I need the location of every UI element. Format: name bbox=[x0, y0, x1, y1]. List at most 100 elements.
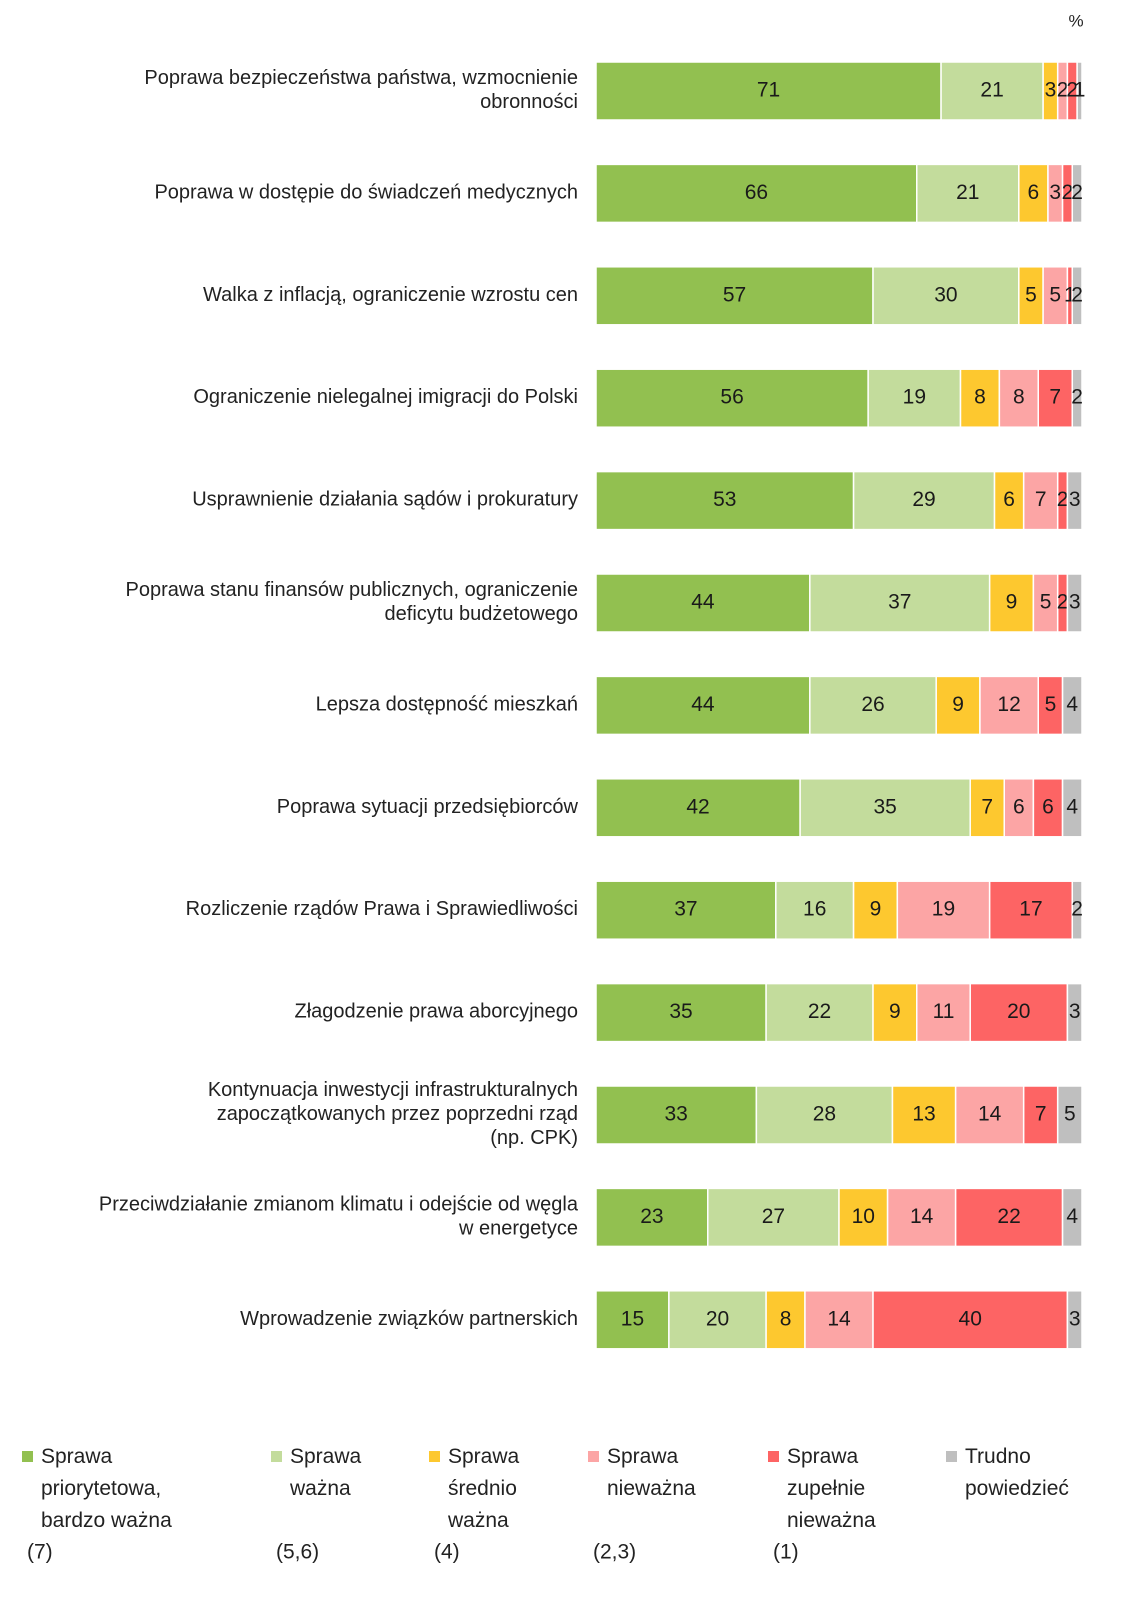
bar-segment bbox=[872, 982, 918, 1043]
value-label: 2 bbox=[1057, 591, 1069, 614]
value-label: 5 bbox=[1045, 693, 1057, 716]
legend-label: Trudno powiedzieć bbox=[965, 1445, 1069, 1500]
bar-segment bbox=[852, 470, 996, 531]
value-label: 71 bbox=[757, 79, 780, 102]
bar-segment bbox=[1018, 266, 1044, 326]
legend-label: Sprawa nieważna bbox=[607, 1445, 696, 1500]
bar-segment bbox=[872, 1290, 1069, 1350]
value-label: 9 bbox=[870, 898, 882, 921]
category-label: Poprawa bezpieczeństwa państwa, wzmocnie… bbox=[144, 67, 578, 113]
value-label: 1 bbox=[1064, 283, 1076, 306]
bar-segment bbox=[595, 1187, 709, 1248]
bar-segment bbox=[1066, 1290, 1083, 1350]
legend-label: Sprawa priorytetowa, bardzo ważna bbox=[41, 1445, 172, 1532]
bar-segment bbox=[595, 675, 811, 736]
bar-segment bbox=[809, 675, 937, 736]
value-label: 21 bbox=[980, 79, 1003, 102]
legend-code: (7) bbox=[27, 1541, 53, 1564]
legend-code: (5,6) bbox=[276, 1541, 319, 1564]
value-label: 3 bbox=[1069, 591, 1081, 614]
value-label: 35 bbox=[669, 1000, 692, 1023]
value-label: 12 bbox=[997, 693, 1020, 716]
bar-segment bbox=[1071, 266, 1083, 326]
value-label: 37 bbox=[674, 898, 697, 921]
value-label: 2 bbox=[1071, 898, 1083, 921]
value-label: 29 bbox=[912, 488, 935, 511]
bar-segment bbox=[867, 368, 962, 428]
value-label: 22 bbox=[997, 1205, 1020, 1228]
bar-segment bbox=[775, 880, 855, 940]
bar-segment bbox=[595, 61, 942, 121]
unit-label: % bbox=[1068, 11, 1083, 30]
value-label: 16 bbox=[803, 898, 826, 921]
bar-segment bbox=[1061, 675, 1083, 736]
bar-segment bbox=[896, 880, 991, 940]
bar-segment bbox=[595, 880, 777, 940]
value-label: 26 bbox=[861, 693, 884, 716]
bar-segment bbox=[595, 1085, 758, 1145]
value-label: 57 bbox=[723, 283, 746, 306]
bar-segment bbox=[1032, 573, 1059, 633]
bar-segment bbox=[595, 163, 918, 224]
bar-segment bbox=[1022, 470, 1059, 531]
value-label: 30 bbox=[934, 283, 957, 306]
value-label: 19 bbox=[903, 386, 926, 409]
value-label: 6 bbox=[1013, 795, 1025, 818]
value-label: 44 bbox=[691, 591, 715, 614]
value-label: 20 bbox=[1007, 1000, 1030, 1023]
category-label: Rozliczenie rządów Prawa i Sprawiedliwoś… bbox=[186, 898, 578, 920]
value-label: 2 bbox=[1071, 181, 1083, 204]
category-label: Poprawa stanu finansów publicznych, ogra… bbox=[126, 579, 579, 625]
bar-segment bbox=[988, 573, 1035, 633]
value-label: 9 bbox=[952, 693, 964, 716]
category-label: Usprawnienie działania sądów i prokuratu… bbox=[192, 489, 578, 511]
value-label: 22 bbox=[808, 1000, 831, 1023]
bar-segment bbox=[940, 61, 1044, 121]
bar-segment bbox=[916, 163, 1020, 224]
bar-segment bbox=[891, 1085, 957, 1145]
value-label: 44 bbox=[691, 693, 715, 716]
bar-segment bbox=[1066, 470, 1083, 531]
value-label: 53 bbox=[713, 488, 736, 511]
legend-label: Sprawa średnio ważna bbox=[447, 1445, 520, 1532]
bar-segment bbox=[1071, 880, 1083, 940]
value-label: 5 bbox=[1040, 591, 1052, 614]
value-label: 7 bbox=[1035, 488, 1047, 511]
bar-segment bbox=[1066, 982, 1083, 1043]
value-label: 9 bbox=[1006, 591, 1018, 614]
value-label: 56 bbox=[720, 386, 743, 409]
legend-swatch bbox=[429, 1451, 440, 1462]
category-label: Poprawa sytuacji przedsiębiorców bbox=[277, 796, 579, 818]
value-label: 40 bbox=[959, 1307, 982, 1330]
bar-segment bbox=[595, 982, 767, 1043]
bar-segment bbox=[809, 573, 991, 633]
value-label: 2 bbox=[1057, 488, 1069, 511]
value-label: 7 bbox=[981, 795, 993, 818]
value-label: 33 bbox=[665, 1103, 688, 1126]
bar-segment bbox=[1071, 163, 1083, 224]
value-label: 28 bbox=[813, 1103, 836, 1126]
category-label: Poprawa w dostępie do świadczeń medyczny… bbox=[154, 182, 578, 204]
value-label: 21 bbox=[956, 181, 979, 204]
bar-segment bbox=[595, 778, 801, 838]
bar-segment bbox=[916, 982, 971, 1043]
bar-segment bbox=[1018, 163, 1049, 224]
value-label: 2 bbox=[1066, 79, 1078, 102]
value-label: 5 bbox=[1049, 283, 1061, 306]
bar-segment bbox=[1056, 1085, 1083, 1145]
bar-segment bbox=[668, 1290, 767, 1350]
value-label: 11 bbox=[933, 1000, 955, 1023]
value-label: 2 bbox=[1057, 79, 1069, 102]
bar-segment bbox=[852, 880, 899, 940]
category-label: Kontynuacja inwestycji infrastrukturalny… bbox=[208, 1079, 578, 1149]
value-label: 23 bbox=[640, 1205, 663, 1228]
legend-label: Sprawa ważna bbox=[289, 1445, 362, 1500]
value-label: 14 bbox=[978, 1103, 1002, 1126]
value-label: 20 bbox=[706, 1307, 729, 1330]
bar-segment bbox=[595, 573, 811, 633]
value-label: 8 bbox=[1013, 386, 1025, 409]
legend-swatch bbox=[588, 1451, 599, 1462]
value-label: 15 bbox=[621, 1307, 644, 1330]
value-label: 27 bbox=[762, 1205, 785, 1228]
